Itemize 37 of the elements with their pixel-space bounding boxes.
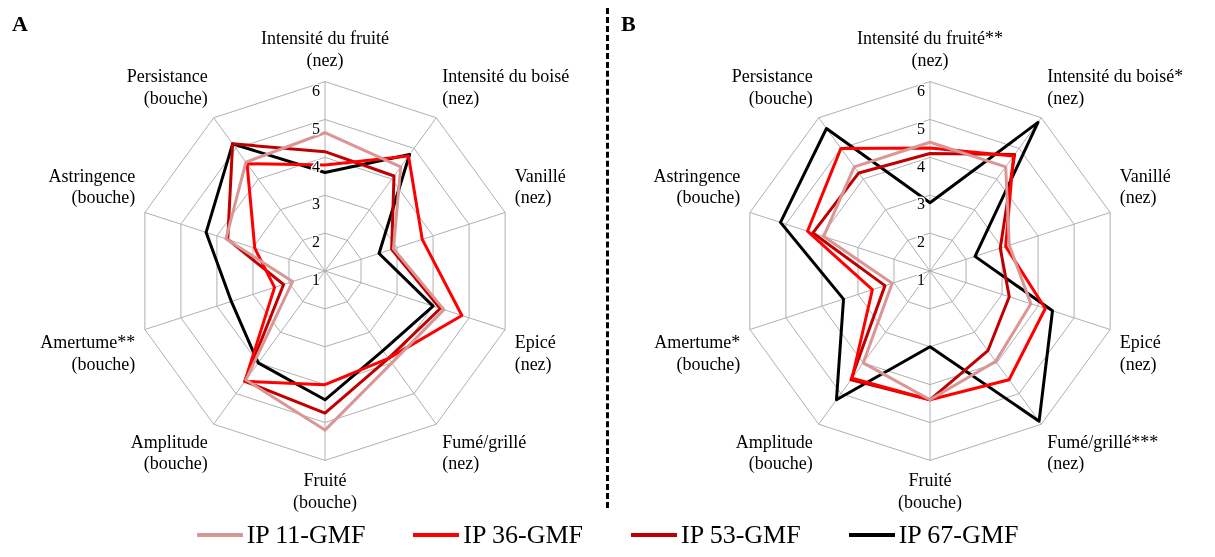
spoke-label: Persistance (bouche): [731, 66, 813, 109]
chart-title: B: [621, 10, 636, 36]
y-tick-label: 5: [312, 119, 320, 137]
y-tick-label: 1: [917, 271, 925, 289]
spoke-label: Fumé/grillé (nez): [442, 431, 527, 475]
spoke-label: Astringence (bouche): [653, 165, 741, 209]
spoke-label: Epicé (nez): [1119, 332, 1161, 375]
spoke-label: Intensité du fruité** (nez): [857, 27, 1003, 71]
spoke-label: Fruité (bouche): [293, 469, 357, 513]
spoke-label: Intensité du fruité (nez): [261, 27, 389, 71]
y-tick-label: 3: [312, 195, 320, 213]
spoke-label: Amplitude (bouche): [130, 431, 208, 475]
y-tick-label: 6: [917, 81, 925, 99]
spoke-label: Intensité du boisé (nez): [442, 66, 570, 109]
spoke-label: Persistance (bouche): [126, 66, 208, 109]
y-tick-label: 5: [917, 119, 925, 137]
spoke-label: Intensité du boisé* (nez): [1047, 66, 1184, 109]
legend-label: IP 11-GMF: [246, 520, 366, 550]
y-tick-label: 1: [312, 271, 320, 289]
spoke-label: Vanillé (nez): [514, 165, 566, 209]
spoke-label: Fruité (bouche): [898, 469, 962, 513]
spoke-label: Fumé/grillé*** (nez): [1047, 431, 1159, 475]
y-tick-label: 2: [312, 233, 320, 251]
legend-label: IP 36-GMF: [463, 520, 584, 550]
y-tick-label: 3: [917, 195, 925, 213]
y-tick-label: 6: [312, 81, 320, 99]
spoke-label: Vanillé (nez): [1119, 165, 1171, 209]
spoke-label: Epicé (nez): [514, 332, 556, 375]
spoke-label: Amertume* (bouche): [654, 332, 741, 375]
chart-title: A: [12, 10, 28, 36]
y-tick-label: 4: [917, 157, 925, 175]
spoke-label: Astringence (bouche): [48, 165, 136, 209]
legend-label: IP 53-GMF: [681, 520, 801, 550]
spoke-label: Amplitude (bouche): [735, 431, 813, 475]
legend-label: IP 67-GMF: [898, 520, 1019, 550]
spoke-label: Amertume** (bouche): [40, 332, 136, 375]
y-tick-label: 2: [917, 233, 925, 251]
